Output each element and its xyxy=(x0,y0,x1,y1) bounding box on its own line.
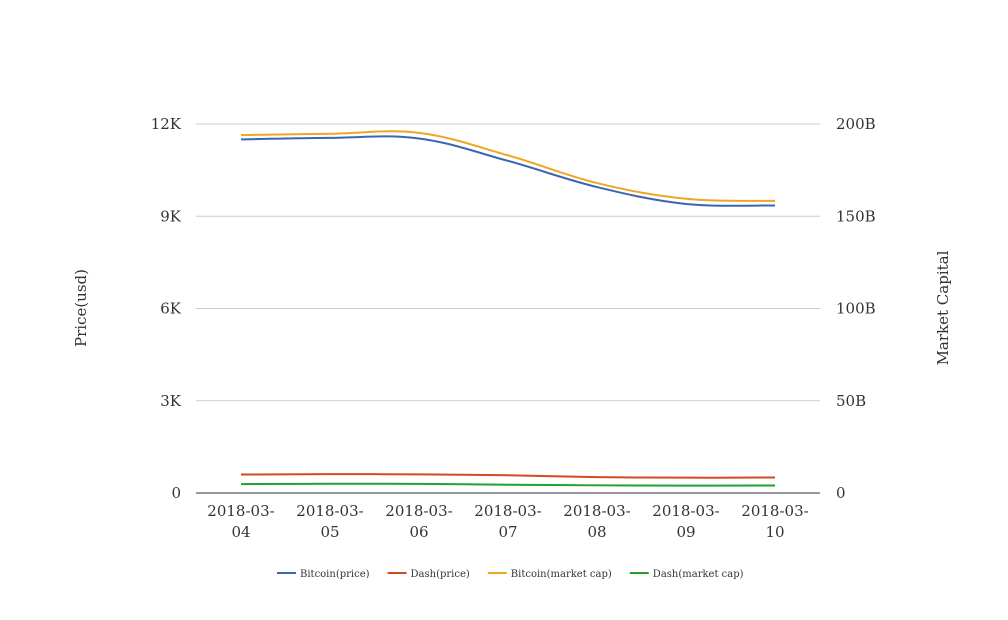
y2-tick-label: 150B xyxy=(836,207,876,225)
legend-label: Bitcoin(price) xyxy=(300,569,370,580)
y-tick-label: 6K xyxy=(160,300,182,318)
x-tick-label: 2018-03-06 xyxy=(385,502,452,541)
legend-label: Bitcoin(market cap) xyxy=(511,569,612,580)
x-tick-label: 2018-03-05 xyxy=(296,502,363,541)
left-axis-title: Price(usd) xyxy=(72,269,90,347)
legend-item-dash-price[interactable]: Dash(price) xyxy=(387,569,470,580)
right-axis-title: Market Capital xyxy=(934,250,952,365)
x-tick-label: 2018-03-07 xyxy=(474,502,541,541)
x-tick-label: 2018-03-10 xyxy=(741,502,808,541)
y2-tick-label: 0 xyxy=(836,484,846,502)
legend-label: Dash(price) xyxy=(411,569,470,580)
y-tick-label: 3K xyxy=(160,392,182,410)
y2-tick-label: 100B xyxy=(836,300,876,318)
y2-tick-label: 200B xyxy=(836,115,876,133)
x-tick-label: 2018-03-09 xyxy=(652,502,719,541)
legend-label: Dash(market cap) xyxy=(653,569,744,580)
y2-tick-label: 50B xyxy=(836,392,866,410)
legend-item-dash-market-cap[interactable]: Dash(market cap) xyxy=(629,569,744,580)
series-lines xyxy=(240,130,776,487)
y-tick-label: 9K xyxy=(160,207,182,225)
gridlines xyxy=(196,123,820,402)
legend-item-bitcoin-price[interactable]: Bitcoin(price) xyxy=(277,569,370,580)
series-line-bitcoin-price xyxy=(240,135,776,207)
axes: 0 3K 6K 9K 12K 0 50B 100B 150B 200B 2018-03-04 2018… xyxy=(151,115,876,541)
series-line-dash-price xyxy=(240,473,776,479)
legend-item-bitcoin-market-cap[interactable]: Bitcoin(market cap) xyxy=(487,569,612,580)
series-line-bitcoin-market-cap xyxy=(240,130,776,202)
x-tick-label: 2018-03-08 xyxy=(563,502,630,541)
y-tick-label: 0 xyxy=(171,484,181,502)
x-tick-label: 2018-03-04 xyxy=(207,502,274,541)
series-line-dash-market-cap xyxy=(240,482,776,487)
legend: Bitcoin(price) Dash(price) Bitcoin(market … xyxy=(277,569,744,580)
y-tick-label: 12K xyxy=(151,115,182,133)
